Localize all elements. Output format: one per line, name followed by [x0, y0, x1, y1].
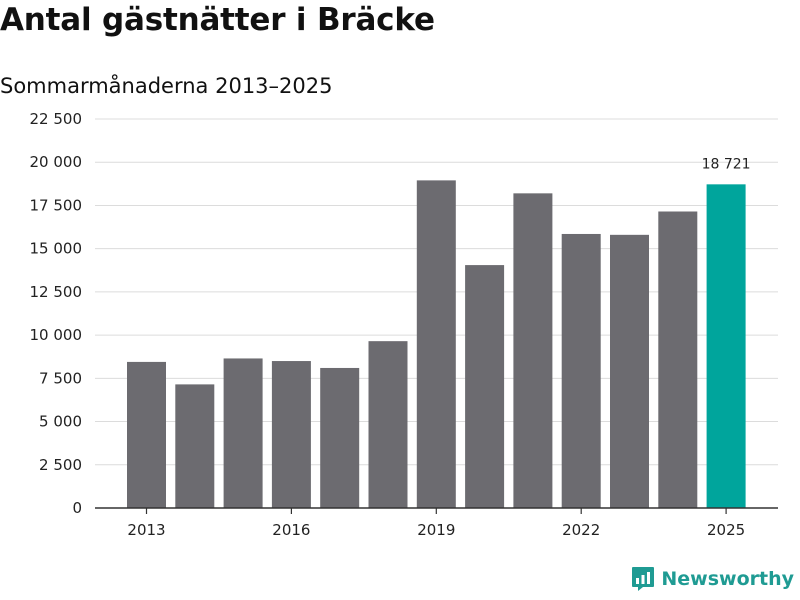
y-tick-label: 15 000	[30, 240, 83, 258]
y-tick-label: 7 500	[39, 369, 82, 387]
y-tick-label: 0	[72, 499, 82, 517]
bar-2018	[368, 341, 408, 508]
x-tick-label: 2013	[127, 521, 165, 539]
y-tick-label: 17 500	[30, 196, 83, 214]
bar-2024	[658, 211, 698, 509]
bar-2013	[127, 361, 166, 508]
newsworthy-logo-icon	[632, 567, 655, 591]
bar-2020	[465, 265, 505, 508]
chart-subtitle: Sommarmånaderna 2013–2025	[0, 74, 333, 98]
bar-2021	[513, 193, 553, 508]
bar-2014	[175, 384, 215, 508]
bar-2019	[416, 180, 456, 508]
x-tick-label: 2022	[562, 521, 600, 539]
bar-2022	[561, 233, 601, 508]
y-tick-label: 5 000	[39, 413, 82, 431]
y-tick-label: 10 000	[30, 326, 83, 344]
y-tick-label: 12 500	[30, 283, 83, 301]
x-tick-label: 2016	[272, 521, 310, 539]
bar-2023	[610, 234, 649, 508]
y-tick-label: 22 500	[30, 110, 83, 128]
brand-name: Newsworthy	[661, 568, 794, 590]
y-tick-label: 20 000	[30, 153, 83, 171]
y-tick-label: 2 500	[39, 456, 82, 474]
bar-2025	[706, 184, 746, 508]
brand-logo: Newsworthy	[631, 566, 794, 592]
x-tick-label: 2019	[417, 521, 455, 539]
bar-2015	[223, 358, 263, 508]
data-label: 18 721	[702, 156, 751, 172]
bar-2017	[320, 367, 360, 508]
bar-2016	[271, 361, 311, 508]
chart-title: Antal gästnätter i Bräcke	[0, 2, 435, 38]
x-tick-label: 2025	[707, 521, 745, 539]
